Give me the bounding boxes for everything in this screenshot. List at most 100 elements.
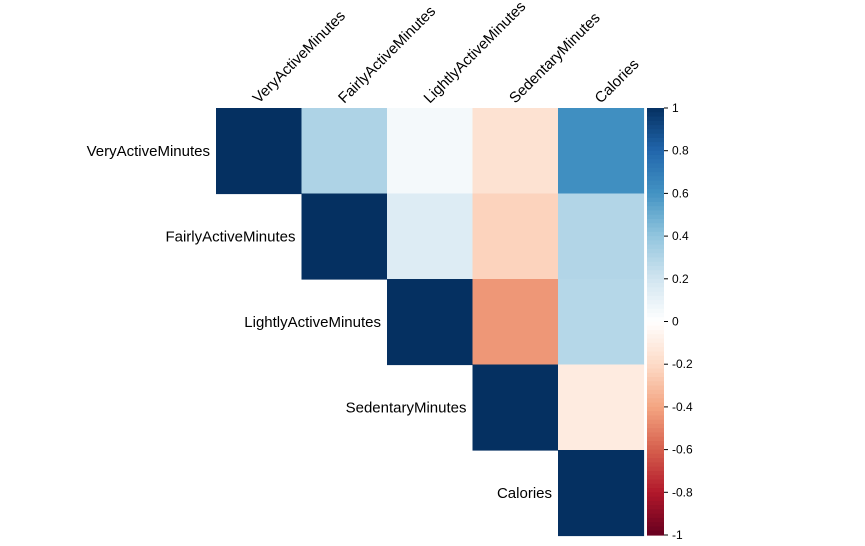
colorbar-strip <box>647 513 664 519</box>
colorbar-strip <box>647 470 664 476</box>
colorbar-strip <box>647 334 664 340</box>
colorbar-strip <box>647 265 664 271</box>
colorbar-strip <box>647 137 664 143</box>
colorbar-strip <box>647 223 664 229</box>
cell-SedentaryMinutes-SedentaryMinutes <box>472 364 559 451</box>
colorbar-strip <box>647 462 664 468</box>
colorbar-strip <box>647 295 664 301</box>
colorbar-strip <box>647 287 664 293</box>
colorbar-strip <box>647 359 664 365</box>
colorbar-strip <box>647 330 664 335</box>
colorbar-tick-label: -1 <box>672 528 683 542</box>
colorbar-strip <box>647 189 664 194</box>
colorbar-strip <box>647 436 664 442</box>
row-label: FairlyActiveMinutes <box>165 228 295 245</box>
colorbar-strip <box>647 496 664 502</box>
colorbar-strip <box>647 206 664 212</box>
colorbar-tick-label: 0 <box>672 315 679 329</box>
cell-LightlyActiveMinutes-Calories <box>558 279 645 366</box>
colorbar-strip <box>647 244 664 250</box>
colorbar-strip <box>647 112 664 118</box>
cell-VeryActiveMinutes-SedentaryMinutes <box>472 108 559 195</box>
colorbar-strip <box>647 321 664 327</box>
colorbar-tick-label: 0.4 <box>672 229 689 243</box>
colorbar-tick-label: -0.4 <box>672 400 693 414</box>
row-label: SedentaryMinutes <box>346 399 467 416</box>
colorbar-tick-label: -0.2 <box>672 357 693 371</box>
row-label: VeryActiveMinutes <box>87 143 210 160</box>
cell-VeryActiveMinutes-LightlyActiveMinutes <box>387 108 474 195</box>
colorbar-strip <box>647 423 664 429</box>
colorbar-strip <box>647 402 664 408</box>
colorbar-strip <box>647 432 664 438</box>
colorbar-strip <box>647 291 664 297</box>
colorbar-tick-label: -0.8 <box>672 485 693 499</box>
colorbar-strip <box>647 108 664 113</box>
colorbar-strip <box>647 312 664 318</box>
colorbar-strip <box>647 500 664 506</box>
colorbar-strip <box>647 253 664 259</box>
colorbar-strip <box>647 240 664 246</box>
colorbar-strip <box>647 304 664 310</box>
colorbar-ticks: 1 0.8 0.6 0.4 0.2 0 -0.2 -0.4 -0.6 -0.8 -1 <box>664 101 693 542</box>
colorbar-strip <box>647 184 664 190</box>
colorbar-strip <box>647 274 664 280</box>
colorbar-strip <box>647 377 664 382</box>
colorbar-strip <box>647 385 664 391</box>
column-label: SedentaryMinutes <box>506 9 604 107</box>
colorbar-strip <box>647 355 664 361</box>
colorbar-strip <box>647 201 664 207</box>
colorbar-strip <box>647 398 664 404</box>
colorbar-strip <box>647 231 664 237</box>
colorbar-strip <box>647 142 664 148</box>
cell-SedentaryMinutes-Calories <box>558 364 645 451</box>
colorbar-strip <box>647 389 664 395</box>
colorbar-strip <box>647 449 664 455</box>
colorbar-strip <box>647 522 664 528</box>
colorbar-strip <box>647 406 664 412</box>
colorbar-tick-label: 0.2 <box>672 272 689 286</box>
colorbar-strip <box>647 163 664 169</box>
colorbar <box>647 108 664 536</box>
cell-LightlyActiveMinutes-SedentaryMinutes <box>472 279 559 366</box>
colorbar-strip <box>647 283 664 288</box>
colorbar-tick-label: 0.6 <box>672 186 689 200</box>
colorbar-strip <box>647 479 664 485</box>
cell-FairlyActiveMinutes-Calories <box>558 193 645 280</box>
colorbar-strip <box>647 261 664 267</box>
colorbar-strip <box>647 159 664 165</box>
colorbar-strip <box>647 146 664 152</box>
colorbar-strip <box>647 475 664 481</box>
colorbar-strip <box>647 248 664 254</box>
cell-FairlyActiveMinutes-SedentaryMinutes <box>472 193 559 280</box>
colorbar-strip <box>647 364 664 370</box>
colorbar-strip <box>647 278 664 284</box>
colorbar-strip <box>647 441 664 446</box>
colorbar-strip <box>647 466 664 472</box>
colorbar-tick-label: 0.8 <box>672 144 689 158</box>
colorbar-strip <box>647 381 664 387</box>
colorbar-strip <box>647 488 664 493</box>
column-label: VeryActiveMinutes <box>250 8 349 107</box>
colorbar-strip <box>647 458 664 464</box>
row-label: Calories <box>497 485 552 502</box>
colorbar-strip <box>647 445 664 451</box>
colorbar-strip <box>647 270 664 276</box>
colorbar-strip <box>647 509 664 515</box>
row-label: LightlyActiveMinutes <box>244 314 381 331</box>
colorbar-strip <box>647 325 664 331</box>
cell-LightlyActiveMinutes-LightlyActiveMinutes <box>387 279 474 366</box>
colorbar-strip <box>647 419 664 425</box>
column-labels: VeryActiveMinutesFairlyActiveMinutesLigh… <box>250 0 643 107</box>
cell-Calories-Calories <box>558 450 645 537</box>
colorbar-strip <box>647 372 664 378</box>
colorbar-strip <box>647 347 664 352</box>
colorbar-strip <box>647 129 664 135</box>
colorbar-strip <box>647 394 664 399</box>
colorbar-strip <box>647 227 664 233</box>
colorbar-strip <box>647 133 664 139</box>
colorbar-strip <box>647 257 664 263</box>
heatmap-cells <box>216 108 645 537</box>
colorbar-strip <box>647 530 664 536</box>
